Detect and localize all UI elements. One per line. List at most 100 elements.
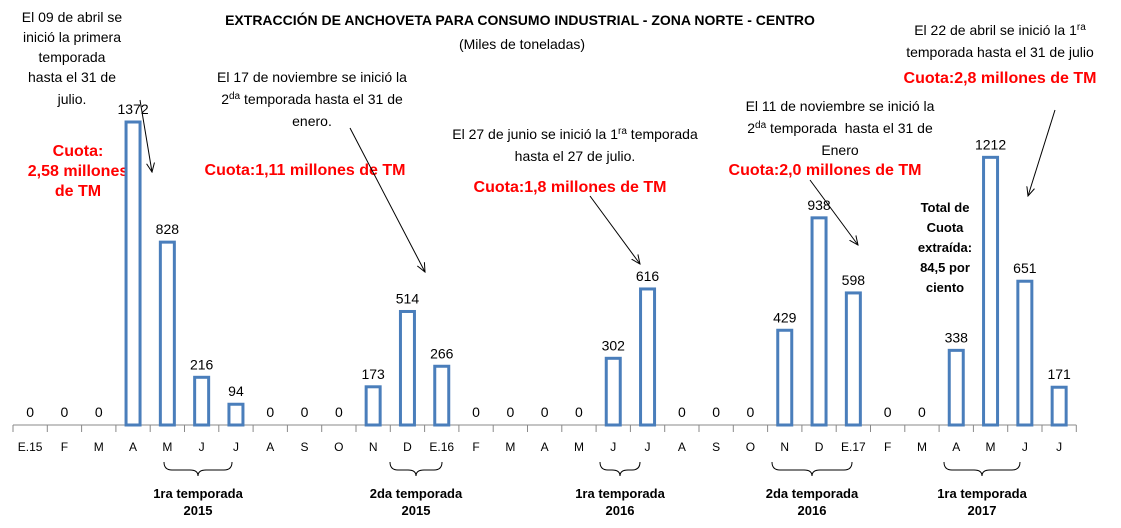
annotation: 2da temporada hasta el 31 de <box>747 120 933 136</box>
value-label: 828 <box>156 221 180 237</box>
annotation: hasta el 27 de julio. <box>515 148 636 164</box>
arrow <box>139 99 152 172</box>
x-tick-label: F <box>61 440 68 454</box>
bar <box>124 120 142 427</box>
value-label: 0 <box>301 404 309 420</box>
annotation: enero. <box>292 113 332 129</box>
value-label: 598 <box>842 272 866 288</box>
arrow <box>589 195 640 264</box>
bar <box>1016 279 1034 427</box>
annotation-part: temporada hasta el 31 de <box>240 91 403 107</box>
chart-title: EXTRACCIÓN DE ANCHOVETA PARA CONSUMO IND… <box>225 11 815 28</box>
value-label: 0 <box>747 404 755 420</box>
value-label: 514 <box>396 290 420 306</box>
value-label: 173 <box>361 366 385 382</box>
x-tick-label: J <box>1022 440 1028 454</box>
season-label: 2016 <box>798 503 827 518</box>
arrow <box>809 179 858 245</box>
value-label: 429 <box>773 309 797 325</box>
value-label: 651 <box>1013 260 1037 276</box>
x-tick-label: E.15 <box>18 440 43 454</box>
x-tick-label: S <box>712 440 720 454</box>
annotation: hasta el 31 de <box>28 69 116 85</box>
x-tick-label: M <box>917 440 927 454</box>
value-label: 171 <box>1047 366 1071 382</box>
x-tick-label: A <box>129 440 137 454</box>
season-label: 2da temporada <box>766 486 859 501</box>
total-note: extraída: <box>918 240 972 255</box>
x-tick-label: N <box>369 440 378 454</box>
value-label: 0 <box>472 404 480 420</box>
value-label: 938 <box>807 197 831 213</box>
annotation: El 11 de noviembre se inició la <box>746 98 935 114</box>
x-tick-label: J <box>199 440 205 454</box>
season-label: 2016 <box>606 503 635 518</box>
value-label: 0 <box>678 404 686 420</box>
annotation: julio. <box>57 91 87 107</box>
annotation-part: temporada <box>627 126 698 142</box>
x-tick-label: J <box>233 440 239 454</box>
x-tick-label: E.16 <box>429 440 454 454</box>
value-label: 0 <box>506 404 514 420</box>
total-note: Total de <box>921 200 970 215</box>
arrow <box>1028 109 1056 196</box>
x-tick-label: A <box>678 440 686 454</box>
value-label: 216 <box>190 356 214 372</box>
annotation-part: 2 <box>221 91 229 107</box>
bar <box>364 385 382 427</box>
annotation: Enero <box>821 142 859 158</box>
value-label: 0 <box>335 404 343 420</box>
annotation: El 09 de abril se <box>22 9 123 25</box>
bar <box>604 356 622 427</box>
value-label: 0 <box>884 404 892 420</box>
x-tick-label: M <box>986 440 996 454</box>
value-label: 338 <box>945 329 969 345</box>
value-label: 0 <box>541 404 549 420</box>
value-label: 0 <box>712 404 720 420</box>
superscript: da <box>229 91 241 102</box>
bar <box>398 309 416 427</box>
value-label: 0 <box>575 404 583 420</box>
x-tick-label: J <box>610 440 616 454</box>
quota: de TM <box>55 183 101 200</box>
superscript: ra <box>1077 22 1086 33</box>
season-label: 2015 <box>402 503 431 518</box>
x-tick-label: N <box>780 440 789 454</box>
annotation: 2da temporada hasta el 31 de <box>221 91 403 107</box>
total-note: Cuota <box>927 220 965 235</box>
bar <box>776 328 794 427</box>
season-label: 1ra temporada <box>575 486 665 501</box>
annotation-part: 2 <box>747 120 755 136</box>
season-label: 1ra temporada <box>937 486 1027 501</box>
bar <box>982 155 1000 427</box>
bar <box>844 291 862 427</box>
chart-subtitle: (Miles de toneladas) <box>459 36 585 52</box>
value-label: 1372 <box>117 101 148 117</box>
x-tick-label: M <box>574 440 584 454</box>
annotation: El 17 de noviembre se inició la <box>217 69 407 85</box>
value-label: 302 <box>602 337 626 353</box>
x-tick-label: D <box>403 440 412 454</box>
bar <box>1050 385 1068 427</box>
quota: Cuota:2,0 millones de TM <box>729 162 922 179</box>
braces <box>163 461 1021 477</box>
bar <box>227 402 245 427</box>
x-tick-label: A <box>541 440 549 454</box>
bar <box>947 348 965 427</box>
value-label: 94 <box>228 383 244 399</box>
arrow <box>349 127 425 272</box>
value-label: 616 <box>636 268 660 284</box>
value-label: 0 <box>918 404 926 420</box>
quota: Cuota:2,8 millones de TM <box>904 70 1097 87</box>
quota: 2,58 millones <box>28 163 129 180</box>
value-label: 0 <box>95 404 103 420</box>
x-tick-label: M <box>162 440 172 454</box>
superscript: da <box>755 120 767 131</box>
bar <box>639 287 657 427</box>
x-tick-label: E.17 <box>841 440 866 454</box>
season-label: 1ra temporada <box>153 486 243 501</box>
x-tick-label: M <box>505 440 515 454</box>
value-label: 0 <box>266 404 274 420</box>
x-tick-label: A <box>952 440 960 454</box>
